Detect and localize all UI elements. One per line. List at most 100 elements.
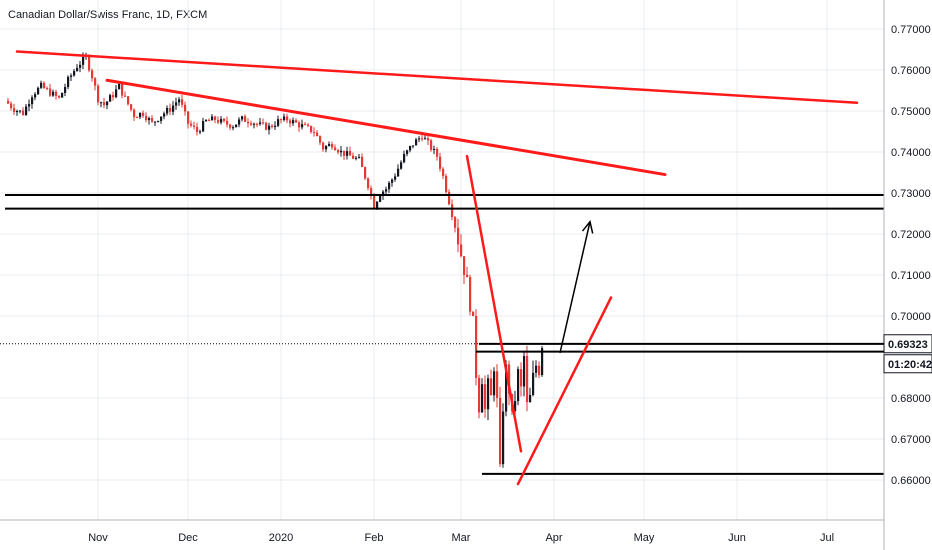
candle-body <box>103 102 106 106</box>
candle-body <box>160 116 163 121</box>
y-tick-label: 0.75000 <box>891 106 931 118</box>
candle-body <box>520 369 523 387</box>
candle-body <box>73 71 76 76</box>
candle-body <box>298 122 301 128</box>
candle-body <box>259 122 262 125</box>
candle-body <box>97 85 100 103</box>
candle-body <box>349 151 352 156</box>
candle-body <box>328 143 331 147</box>
candle-body <box>361 156 364 168</box>
candle-body <box>28 104 31 107</box>
candle-body <box>304 124 307 126</box>
y-tick-label: 0.73000 <box>891 188 931 200</box>
candle-body <box>13 108 16 113</box>
countdown-label: 01:20:42 <box>888 359 932 371</box>
candle-body <box>526 355 529 403</box>
candle-body <box>313 132 316 134</box>
candle-body <box>472 311 475 317</box>
candle-body <box>34 94 37 98</box>
x-tick-label: Apr <box>545 532 562 544</box>
candle-body <box>46 88 49 90</box>
y-tick-label: 0.72000 <box>891 229 931 241</box>
candle-body <box>442 168 445 176</box>
candle-body <box>55 91 58 96</box>
candle-body <box>238 119 241 125</box>
candle-body <box>226 120 229 125</box>
candle-body <box>427 138 430 141</box>
candle-body <box>7 100 10 104</box>
candle-body <box>163 113 166 117</box>
candle-body <box>235 124 238 128</box>
candle-body <box>199 131 202 133</box>
candle-body <box>325 146 328 150</box>
candle-body <box>268 125 271 130</box>
candle-body <box>22 110 25 116</box>
candle-body <box>148 118 151 121</box>
candle-body <box>133 109 136 118</box>
projection-arrow-head <box>581 220 594 234</box>
candle-body <box>451 204 454 218</box>
candle-body <box>496 371 499 398</box>
candle-body <box>157 120 160 122</box>
downtrend-line <box>465 154 523 453</box>
candle-body <box>16 110 19 113</box>
y-tick-label: 0.70000 <box>891 311 931 323</box>
candle-body <box>121 83 124 96</box>
candle-body <box>169 108 172 112</box>
candle-body <box>484 384 487 410</box>
candle-body <box>19 110 22 112</box>
candle-body <box>409 146 412 151</box>
candle-body <box>211 116 214 121</box>
candle-body <box>448 191 451 205</box>
candle-body <box>400 162 403 169</box>
candle-body <box>397 168 400 177</box>
y-tick-label: 0.77000 <box>891 24 931 36</box>
x-tick-label: May <box>634 532 655 544</box>
x-tick-label: Feb <box>365 532 384 544</box>
candle-body <box>418 138 421 140</box>
candle-body <box>244 116 247 122</box>
candle-body <box>277 119 280 126</box>
candle-body <box>490 378 493 396</box>
candle-body <box>205 119 208 122</box>
candle-body <box>172 105 175 112</box>
candle-body <box>151 118 154 122</box>
candle-body <box>139 112 142 118</box>
y-tick-label: 0.67000 <box>891 434 931 446</box>
candle-body <box>187 111 190 124</box>
candle-body <box>208 119 211 121</box>
candle-body <box>25 106 28 116</box>
candle-body <box>502 411 505 465</box>
descending-resistance-line <box>105 78 667 177</box>
candle-body <box>310 125 313 133</box>
candle-body <box>250 123 253 125</box>
candle-body <box>307 124 310 126</box>
projection-arrow <box>559 221 591 354</box>
candle-body <box>127 96 130 105</box>
candle-body <box>184 104 187 112</box>
candle-body <box>346 151 349 156</box>
candle-body <box>106 101 109 106</box>
candle-body <box>109 95 112 102</box>
candle-body <box>493 371 496 396</box>
candle-body <box>508 364 511 394</box>
candle-body <box>271 125 274 128</box>
candle-body <box>112 95 115 98</box>
candle-body <box>58 95 61 98</box>
candle-body <box>457 227 460 245</box>
candle-body <box>166 108 169 114</box>
candle-body <box>424 138 427 140</box>
candle-body <box>337 150 340 153</box>
candle-body <box>289 120 292 124</box>
candle-body <box>319 136 322 143</box>
candle-body <box>31 97 34 105</box>
candle-body <box>403 154 406 163</box>
candle-body <box>316 132 319 137</box>
candle-body <box>517 369 520 402</box>
candle-body <box>292 120 295 124</box>
grid <box>0 0 884 520</box>
candle-body <box>49 88 52 96</box>
candle-body <box>130 104 133 110</box>
candle-body <box>265 122 268 130</box>
